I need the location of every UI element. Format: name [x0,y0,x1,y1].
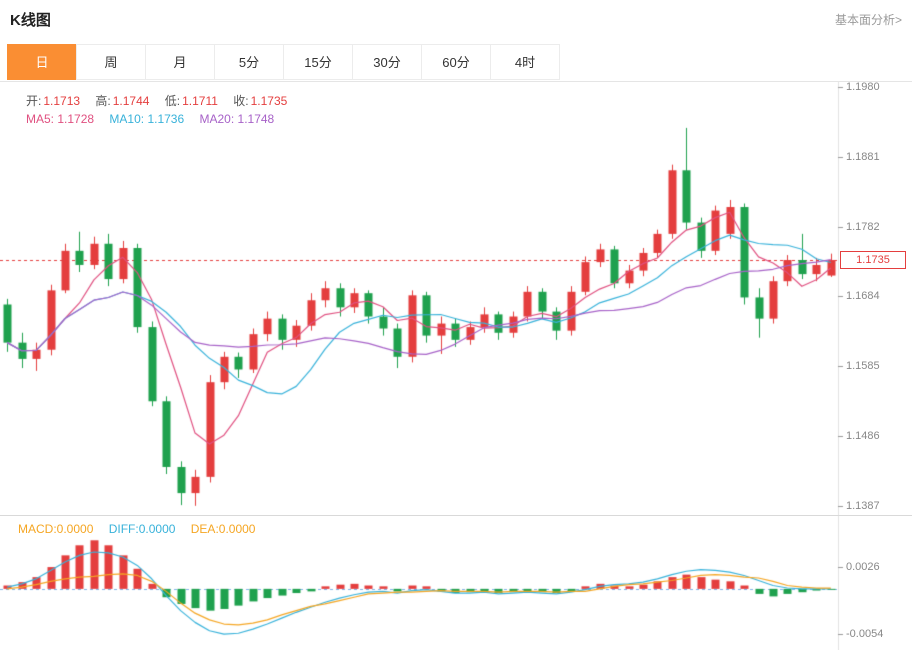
ma20-value: 1.1748 [237,112,275,126]
tab-60min[interactable]: 60分 [421,44,491,80]
header: K线图 基本面分析> [0,0,912,44]
ma10-value: 1.1736 [147,112,185,126]
close-value: 1.1735 [250,94,288,108]
diff-value: 0.0000 [138,522,176,536]
tab-day[interactable]: 日 [7,44,77,80]
ma5-label: MA5: [26,112,55,126]
fundamental-analysis-link[interactable]: 基本面分析> [834,13,902,27]
ohlc-legend: 开: 1.1713 高: 1.1744 低: 1.1711 收: 1.1735 MA5:… [26,92,299,132]
tab-week[interactable]: 周 [76,44,146,80]
dea-label: DEA: [190,522,219,536]
tab-4hour[interactable]: 4时 [490,44,560,80]
diff-label: DIFF: [108,522,139,536]
ma5-value: 1.1728 [57,112,95,126]
macd-legend: MACD:0.0000 DIFF:0.0000 DEA:0.0000 [18,522,267,536]
current-price-badge: 1.1735 [840,251,906,269]
open-value: 1.1713 [43,94,81,108]
open-label: 开: [26,94,42,108]
macd-value: 0.0000 [56,522,94,536]
ma10-label: MA10: [109,112,145,126]
tab-month[interactable]: 月 [145,44,215,80]
dea-value: 0.0000 [218,522,256,536]
tab-15min[interactable]: 15分 [283,44,353,80]
low-label: 低: [164,94,181,108]
ohlc-legend-row: 开: 1.1713 高: 1.1744 低: 1.1711 收: 1.1735 [26,92,299,108]
ma-legend-row: MA5: 1.1728 MA10: 1.1736 MA20: 1.1748 [26,112,299,126]
macd-chart-canvas[interactable] [0,516,912,650]
tab-30min[interactable]: 30分 [352,44,422,80]
close-label: 收: [233,94,249,108]
price-chart-canvas[interactable] [0,82,912,515]
ma20-label: MA20: [199,112,235,126]
high-value: 1.1744 [112,94,150,108]
tab-5min[interactable]: 5分 [214,44,284,80]
macd-label: MACD: [18,522,57,536]
interval-tabs: 日 周 月 5分 15分 30分 60分 4时 [0,44,912,82]
panel-divider [0,515,912,516]
chart-area: 开: 1.1713 高: 1.1744 低: 1.1711 收: 1.1735 MA5:… [0,81,912,650]
page-title: K线图 [10,12,51,29]
high-label: 高: [95,94,111,108]
low-value: 1.1711 [182,94,218,108]
